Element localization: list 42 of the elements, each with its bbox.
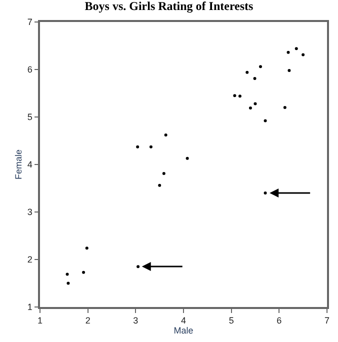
x-tick-label: 7 xyxy=(324,316,330,326)
point xyxy=(186,156,189,160)
y-tick-label: 6 xyxy=(27,64,32,75)
point xyxy=(66,282,70,285)
y-tick-label: 7 xyxy=(27,17,32,28)
point xyxy=(246,70,249,74)
x-tick-label: 4 xyxy=(180,316,186,326)
y-tick-label: 3 xyxy=(27,207,32,218)
x-axis-title: Male xyxy=(174,326,194,336)
x-tick-label: 1 xyxy=(37,316,43,326)
point xyxy=(288,68,291,72)
point xyxy=(264,192,267,194)
point xyxy=(233,94,236,98)
x-tick-label: 3 xyxy=(133,316,138,326)
y-tick-label: 1 xyxy=(27,302,32,312)
y-axis-title: Female xyxy=(13,149,24,180)
point xyxy=(82,270,86,274)
point xyxy=(149,145,152,148)
point xyxy=(66,272,69,276)
point xyxy=(136,265,140,268)
point xyxy=(286,50,290,54)
point xyxy=(162,172,166,176)
x-tick-label: 2 xyxy=(85,316,90,326)
point xyxy=(254,102,257,106)
y-tick-label: 4 xyxy=(27,160,32,170)
point xyxy=(136,145,140,148)
point xyxy=(253,77,256,80)
point xyxy=(238,94,242,98)
point xyxy=(294,47,298,50)
y-tick-label: 5 xyxy=(27,112,32,122)
x-tick-label: 6 xyxy=(276,316,282,326)
point xyxy=(85,246,88,250)
x-tick-label: 5 xyxy=(228,316,234,326)
point xyxy=(248,106,252,110)
point xyxy=(283,106,286,109)
point xyxy=(158,184,162,187)
point xyxy=(259,65,262,68)
y-tick-label: 2 xyxy=(27,254,32,265)
point xyxy=(302,53,305,56)
chart-title: Boys vs. Girls Rating of Interests xyxy=(84,0,254,14)
point xyxy=(264,119,267,122)
point xyxy=(164,134,168,137)
